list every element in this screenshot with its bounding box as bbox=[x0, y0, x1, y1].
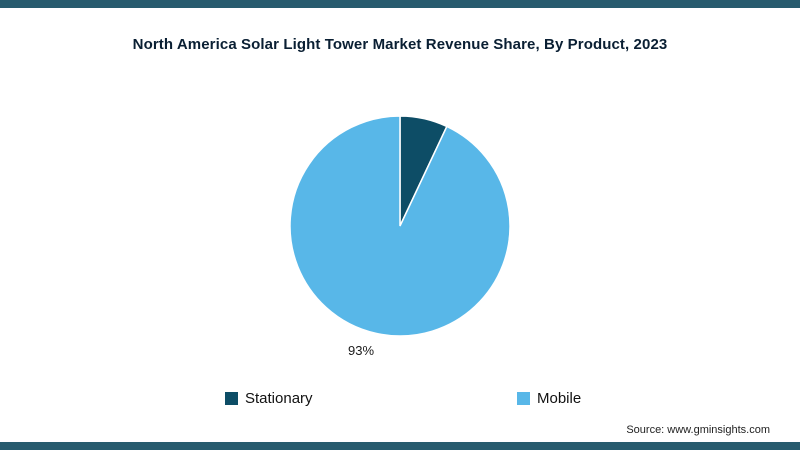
legend-item-stationary: Stationary bbox=[225, 390, 313, 407]
legend-label-stationary: Stationary bbox=[245, 390, 313, 407]
legend-item-mobile: Mobile bbox=[517, 390, 581, 407]
chart-title: North America Solar Light Tower Market R… bbox=[132, 36, 668, 53]
pie-slice-mobile bbox=[289, 115, 511, 337]
source-attribution: Source: www.gminsights.com bbox=[626, 424, 770, 436]
pie-data-label: 93% bbox=[348, 343, 375, 358]
pie-chart bbox=[285, 111, 515, 341]
legend-swatch-mobile bbox=[517, 392, 530, 405]
bottom-border-bar bbox=[0, 442, 800, 450]
legend-swatch-stationary bbox=[225, 392, 238, 405]
top-border-bar bbox=[0, 0, 800, 8]
legend-label-mobile: Mobile bbox=[537, 390, 582, 407]
pie-svg bbox=[289, 115, 511, 337]
